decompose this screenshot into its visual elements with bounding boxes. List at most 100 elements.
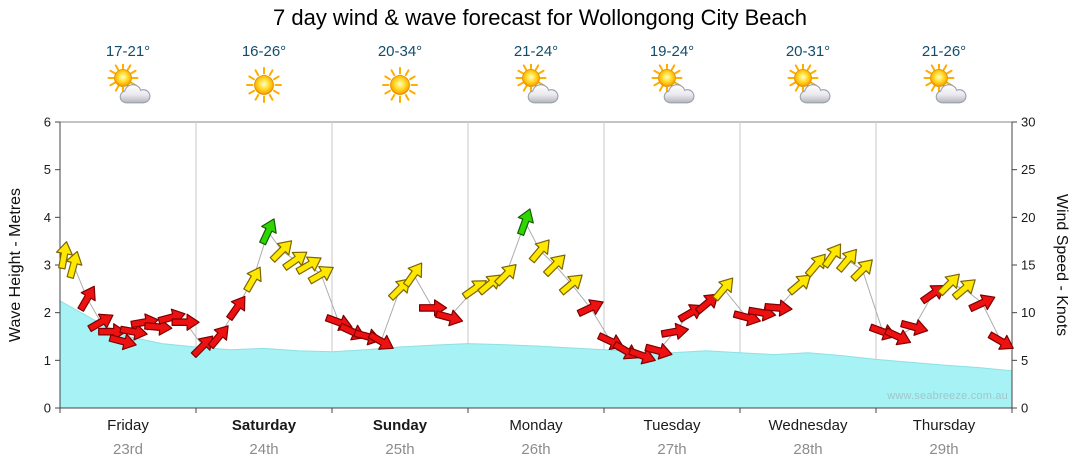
day-date: 29th bbox=[929, 441, 959, 458]
svg-text:0: 0 bbox=[44, 401, 51, 416]
wind-arrow bbox=[712, 277, 734, 302]
wind-arrow bbox=[259, 218, 277, 246]
wind-arrow bbox=[937, 273, 960, 297]
svg-text:5: 5 bbox=[44, 162, 51, 177]
wind-arrow bbox=[835, 248, 857, 273]
day-header: 20-34° bbox=[332, 42, 468, 108]
day-header: 20-31° bbox=[740, 42, 876, 108]
wind-arrow bbox=[542, 254, 566, 278]
day-name: Wednesday bbox=[768, 417, 848, 434]
sun-cloud-icon bbox=[787, 64, 831, 104]
day-date: 23rd bbox=[112, 441, 144, 458]
day-header: 17-21° bbox=[60, 42, 196, 108]
wind-arrow bbox=[269, 240, 293, 263]
left-axis-title: Wave Height - Metres bbox=[7, 187, 24, 343]
right-axis-title: Wind Speed - Knots bbox=[1053, 193, 1070, 337]
svg-text:15: 15 bbox=[1021, 258, 1035, 273]
wind-arrow bbox=[821, 243, 842, 269]
wind-arrow bbox=[98, 323, 127, 341]
cloud-shape bbox=[799, 84, 831, 104]
day-label: Tuesday 27th bbox=[604, 417, 740, 458]
sun-cloud-icon bbox=[651, 64, 695, 104]
day-date: 27th bbox=[657, 441, 687, 458]
cloud-shape bbox=[119, 84, 151, 104]
svg-text:5: 5 bbox=[1021, 353, 1028, 368]
wind-arrow bbox=[517, 208, 534, 237]
wind-arrow bbox=[55, 241, 73, 270]
wind-arrow bbox=[644, 342, 673, 360]
svg-text:0: 0 bbox=[1021, 401, 1028, 416]
day-header: 16-26° bbox=[196, 42, 332, 108]
wind-arrow bbox=[119, 323, 148, 341]
day-name: Tuesday bbox=[643, 417, 701, 434]
left-axis-ticks: 0 1 2 3 4 5 6 bbox=[44, 115, 60, 416]
x-axis-ticks bbox=[59, 408, 1013, 413]
wind-arrow bbox=[850, 259, 873, 282]
day-name: Friday bbox=[107, 417, 149, 434]
day-labels-row: Friday 23rd Saturday 24th Sunday 25th Mo… bbox=[60, 417, 1012, 458]
wind-arrow bbox=[764, 299, 793, 317]
wind-arrow bbox=[900, 319, 929, 336]
wind-arrow bbox=[65, 250, 83, 279]
day-label: Sunday 25th bbox=[332, 417, 468, 458]
day-date: 24th bbox=[249, 441, 279, 458]
wind-arrow bbox=[171, 313, 200, 331]
svg-text:4: 4 bbox=[44, 210, 51, 225]
svg-text:25: 25 bbox=[1021, 162, 1035, 177]
wind-arrow bbox=[295, 256, 322, 275]
temperature-range: 21-24° bbox=[513, 43, 559, 60]
wind-arrow bbox=[77, 285, 96, 312]
wind-arrow bbox=[108, 333, 137, 351]
wind-arrow bbox=[576, 299, 604, 317]
temperature-range: 16-26° bbox=[241, 43, 287, 60]
wind-arrow bbox=[402, 262, 423, 288]
svg-text:10: 10 bbox=[1021, 305, 1035, 320]
day-name: Thursday bbox=[912, 417, 976, 434]
wind-arrow bbox=[787, 274, 812, 296]
temperature-range: 20-34° bbox=[377, 43, 423, 60]
day-name: Monday bbox=[509, 417, 563, 434]
watermark: www.seabreeze.com.au bbox=[887, 390, 1008, 402]
wind-arrow bbox=[558, 274, 583, 296]
svg-text:6: 6 bbox=[44, 115, 51, 130]
day-name: Saturday bbox=[231, 417, 297, 434]
day-label: Thursday 29th bbox=[876, 417, 1012, 458]
cloud-shape bbox=[935, 84, 967, 104]
svg-text:3: 3 bbox=[44, 258, 51, 273]
wind-arrow bbox=[987, 331, 1014, 350]
sun-icon bbox=[382, 67, 418, 103]
day-label: Friday 23rd bbox=[60, 417, 196, 458]
day-headers-row: 17-21° 16-26° 20-34° 21-24° 19 bbox=[60, 42, 1012, 108]
right-axis-ticks: 0 5 10 15 20 25 30 bbox=[1012, 115, 1035, 416]
wind-arrow bbox=[243, 266, 262, 293]
wind-arrow bbox=[282, 251, 308, 271]
svg-text:30: 30 bbox=[1021, 115, 1035, 130]
day-label: Wednesday 28th bbox=[740, 417, 876, 458]
svg-text:20: 20 bbox=[1021, 210, 1035, 225]
day-label: Monday 26th bbox=[468, 417, 604, 458]
temperature-range: 17-21° bbox=[105, 43, 151, 60]
svg-text:1: 1 bbox=[44, 353, 51, 368]
wind-arrow bbox=[435, 309, 464, 327]
wind-arrow bbox=[367, 331, 394, 350]
temperature-range: 20-31° bbox=[785, 43, 831, 60]
wind-arrow bbox=[660, 322, 690, 340]
wind-arrow bbox=[884, 327, 912, 346]
day-header: 19-24° bbox=[604, 42, 740, 108]
wind-arrow bbox=[226, 295, 246, 321]
cloud-shape bbox=[663, 84, 695, 104]
wind-arrow bbox=[207, 325, 229, 350]
day-date: 25th bbox=[385, 441, 415, 458]
day-header: 21-26° bbox=[876, 42, 1012, 108]
wind-arrow bbox=[694, 293, 719, 315]
wind-connector-line bbox=[63, 220, 1002, 357]
day-date: 26th bbox=[521, 441, 551, 458]
cloud-shape bbox=[527, 84, 559, 104]
day-label: Saturday 24th bbox=[196, 417, 332, 458]
wind-arrow bbox=[951, 279, 976, 301]
svg-text:2: 2 bbox=[44, 305, 51, 320]
sun-icon bbox=[246, 67, 282, 103]
wind-arrow bbox=[494, 264, 517, 287]
